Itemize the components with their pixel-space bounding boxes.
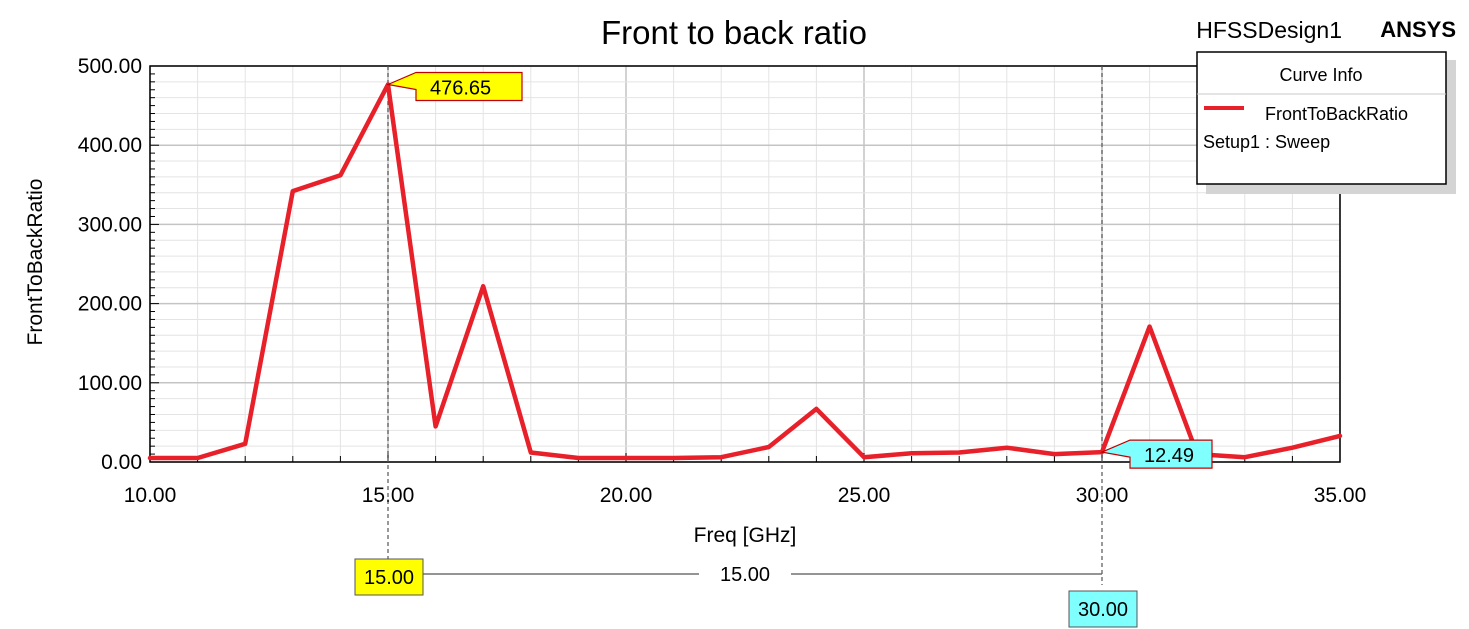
design-name: HFSSDesign1 [1196, 17, 1342, 43]
y-tick-label: 500.00 [78, 55, 142, 78]
chart-title: Front to back ratio [601, 14, 867, 51]
x-marker-box-2[interactable] [1068, 590, 1138, 628]
y-tick-label: 100.00 [78, 372, 142, 395]
plot-frame [149, 65, 1341, 463]
y-tick-labels: 0.00 100.00 200.00 300.00 400.00 500.00 [78, 55, 142, 474]
marker-m1-flag[interactable] [385, 71, 523, 102]
delta-value: 15.00 [720, 564, 770, 586]
y-tick-label: 300.00 [78, 213, 142, 236]
marker-m1-value: 476.65 [430, 77, 491, 99]
y-tick-label: 200.00 [78, 293, 142, 316]
plot-area [149, 65, 1341, 463]
series-group [147, 82, 1343, 461]
y-axis-label: FrontToBackRatio [24, 179, 47, 346]
x-tick-label: 35.00 [1314, 484, 1367, 507]
x-marker-value-2: 30.00 [1078, 599, 1128, 621]
delta-x-readout: 15.00 [422, 560, 1102, 588]
marker-lines [387, 66, 1103, 585]
x-tick-label: 25.00 [838, 484, 891, 507]
y-tick-label: 0.00 [101, 451, 142, 474]
x-marker-value-1: 15.00 [364, 567, 414, 589]
x-tick-label: 10.00 [124, 484, 177, 507]
y-tick-label: 400.00 [78, 134, 142, 157]
legend-box[interactable] [1196, 51, 1447, 185]
legend[interactable]: Curve Info FrontToBackRatio Setup1 : Swe… [1196, 51, 1456, 194]
x-tick-label: 20.00 [600, 484, 653, 507]
series-line-fronttobackratio [147, 82, 1343, 461]
x-marker-label-2[interactable]: 30.00 [1068, 590, 1138, 628]
marker-m2-flag[interactable] [1099, 439, 1213, 469]
marker-m1[interactable]: 476.65 [385, 71, 523, 102]
x-axis-label: Freq [GHz] [694, 524, 797, 547]
delta-label-background [699, 560, 791, 588]
legend-setup: Setup1 : Sweep [1203, 132, 1330, 152]
marker-m2-value: 12.49 [1144, 445, 1194, 467]
x-marker-box-1[interactable] [354, 558, 424, 596]
x-marker-label-1[interactable]: 15.00 [354, 558, 424, 596]
x-tick-labels: 10.00 15.00 20.00 25.00 30.00 35.00 [124, 484, 1367, 507]
marker-m2[interactable]: 12.49 [1099, 439, 1213, 469]
legend-title: Curve Info [1279, 65, 1362, 85]
legend-entry: FrontToBackRatio [1265, 104, 1408, 124]
ansys-logo: ANSYS [1380, 17, 1456, 42]
plot-background [150, 66, 1340, 462]
